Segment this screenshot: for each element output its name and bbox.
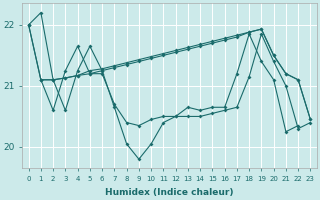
- X-axis label: Humidex (Indice chaleur): Humidex (Indice chaleur): [105, 188, 234, 197]
